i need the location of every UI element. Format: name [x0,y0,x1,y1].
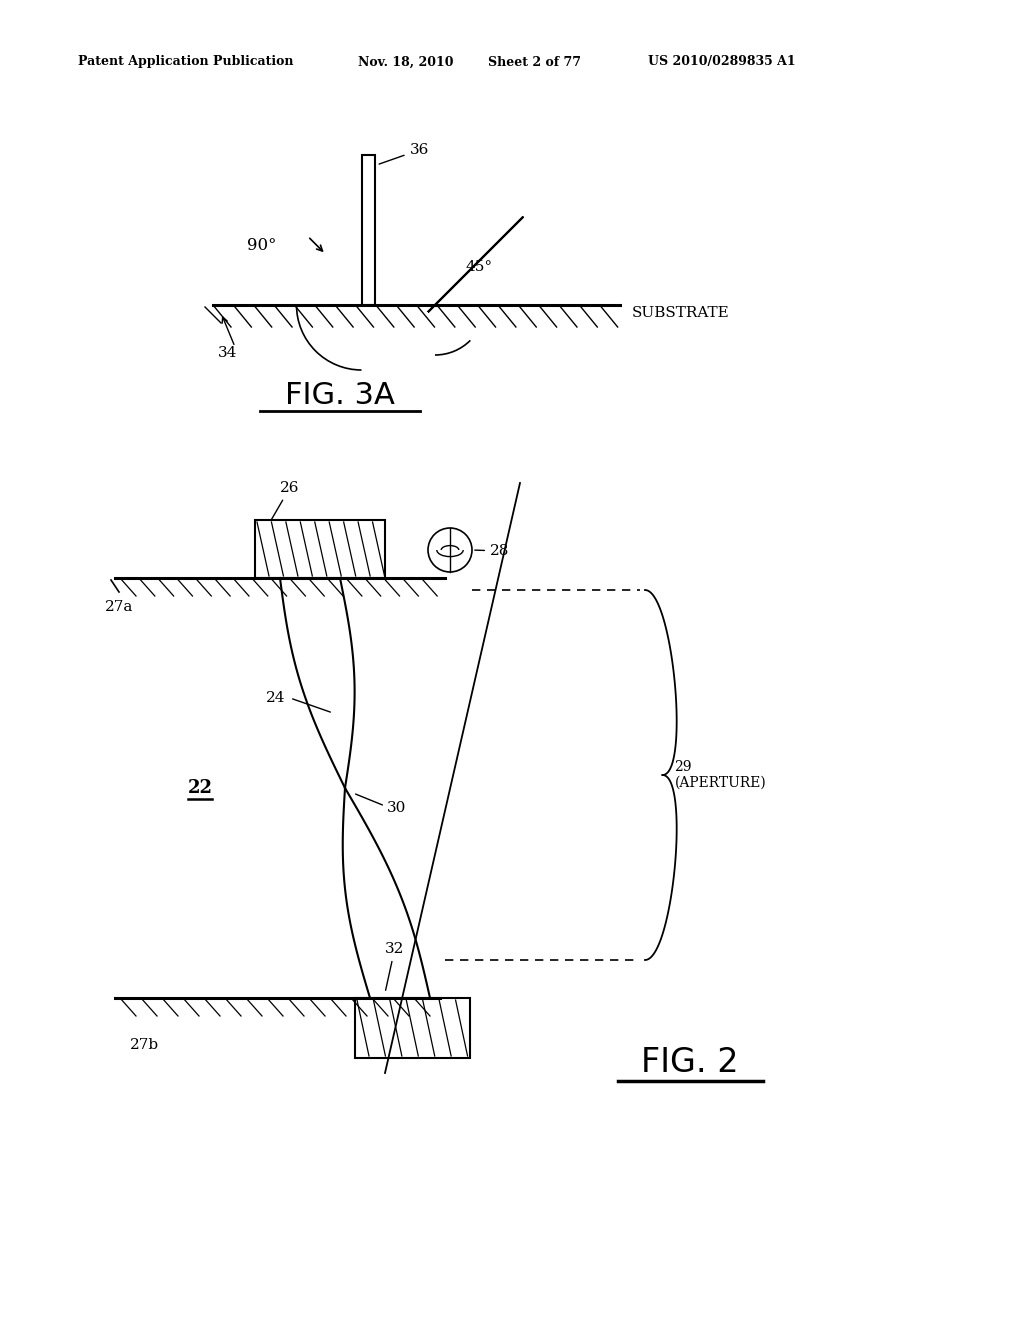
Text: 24: 24 [265,690,285,705]
Text: 30: 30 [387,801,407,814]
Polygon shape [428,216,523,312]
Text: FIG. 2: FIG. 2 [641,1047,738,1080]
Polygon shape [355,998,470,1059]
Text: 29
(APERTURE): 29 (APERTURE) [675,760,766,791]
Text: 36: 36 [379,143,429,164]
Text: US 2010/0289835 A1: US 2010/0289835 A1 [648,55,796,69]
Text: Sheet 2 of 77: Sheet 2 of 77 [488,55,581,69]
Text: Patent Application Publication: Patent Application Publication [78,55,294,69]
Text: FIG. 3A: FIG. 3A [285,380,395,409]
Text: 27b: 27b [130,1038,159,1052]
Text: 22: 22 [187,779,213,797]
Text: SUBSTRATE: SUBSTRATE [632,306,730,319]
Text: 28: 28 [475,544,509,558]
Polygon shape [255,520,385,578]
Circle shape [428,528,472,572]
Text: 90°: 90° [247,236,276,253]
Text: Nov. 18, 2010: Nov. 18, 2010 [358,55,454,69]
Text: 34: 34 [218,346,238,360]
Text: 26: 26 [271,480,299,520]
Text: 27a: 27a [105,601,133,614]
Text: 32: 32 [385,942,404,990]
Text: 45°: 45° [465,260,493,275]
